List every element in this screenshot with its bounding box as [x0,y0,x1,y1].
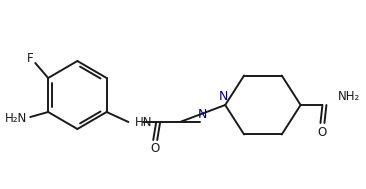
Text: F: F [27,53,34,66]
Text: H₂N: H₂N [5,112,27,125]
Text: O: O [318,125,327,139]
Text: N: N [198,108,208,122]
Text: NH₂: NH₂ [338,91,361,104]
Text: N: N [219,90,228,102]
Text: O: O [150,143,160,156]
Text: HN: HN [135,116,153,129]
